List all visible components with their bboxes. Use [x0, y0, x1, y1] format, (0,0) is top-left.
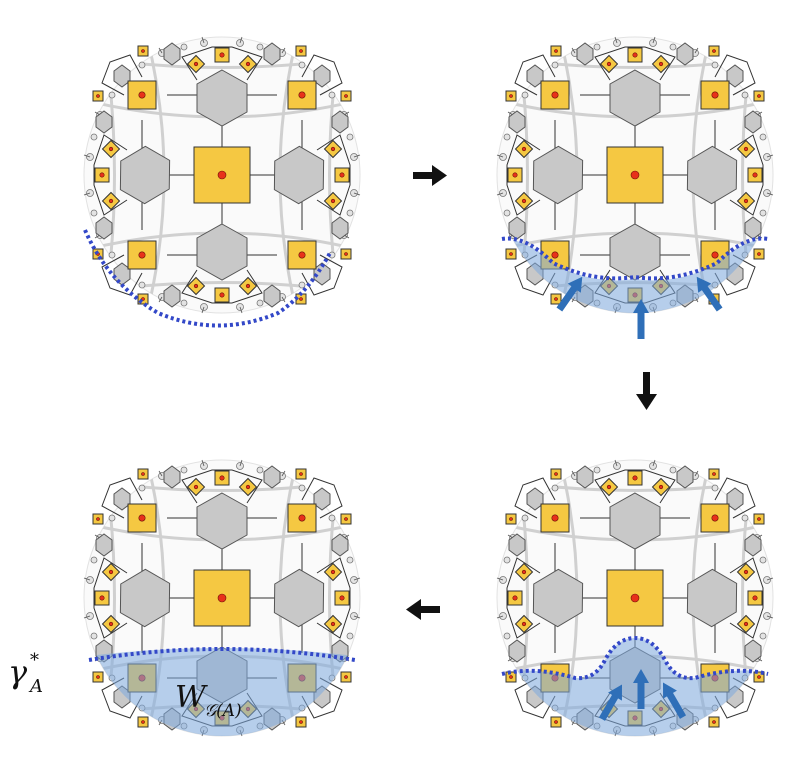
panel-top-right [485, 25, 785, 339]
gamma-subscript: A [28, 676, 43, 697]
flow-arrow-down [636, 372, 657, 410]
w-subscript: 𝒢(A) [204, 701, 242, 721]
cut-line [88, 647, 356, 662]
cut-line [501, 635, 769, 681]
w-label: W [175, 680, 208, 715]
panel-bottom-right [485, 448, 785, 758]
flow-arrow-left [406, 599, 440, 620]
flow-arrows [406, 165, 657, 620]
flow-arrow-right [413, 165, 447, 186]
panel-top-left [72, 25, 372, 328]
cut-line [83, 229, 332, 328]
cut-line [501, 236, 769, 281]
gamma-superscript: * [30, 650, 39, 671]
gamma-label: γ [8, 653, 28, 691]
